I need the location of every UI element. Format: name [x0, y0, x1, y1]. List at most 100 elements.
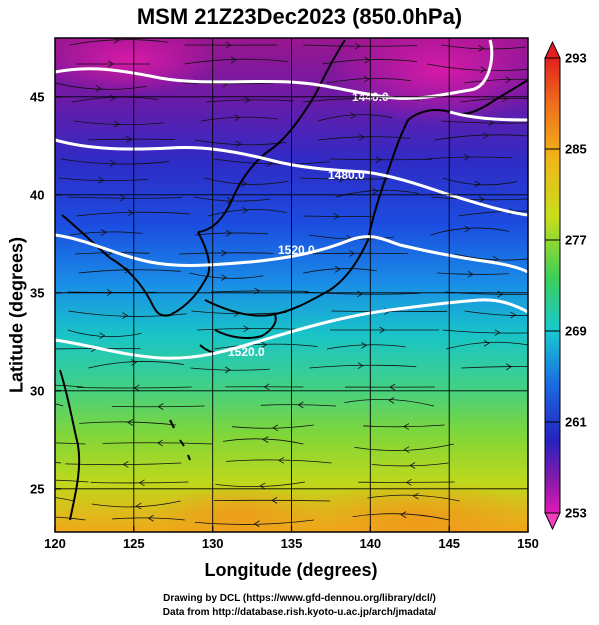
streamline-arrow: [17, 458, 22, 464]
streamline-arrow: [224, 366, 231, 374]
streamline-arrow: [133, 384, 140, 392]
streamline-arrow: [242, 207, 249, 214]
streamline-arrow: [147, 514, 154, 522]
credit-line-2: Data from http://database.rish.kyoto-u.a…: [162, 607, 437, 618]
streamline-arrow: [113, 120, 120, 128]
streamline-arrow: [480, 66, 487, 73]
graticule: [55, 38, 528, 532]
streamline-arrow: [98, 176, 105, 184]
colorbar-tick-label: 285: [565, 141, 587, 157]
y-tick-label: 35: [30, 285, 45, 301]
colorbar-tick-label: 269: [565, 323, 587, 339]
streamline: [213, 158, 331, 165]
streamline: [55, 462, 62, 464]
streamline: [55, 384, 84, 388]
coastlines: [59, 39, 528, 521]
streamline-arrow: [467, 270, 474, 278]
y-tick-label: 40: [30, 187, 45, 203]
streamline-arrow: [240, 180, 247, 187]
streamline: [184, 58, 289, 65]
streamline-arrow: [108, 60, 114, 68]
streamline: [352, 513, 450, 521]
streamline: [55, 497, 75, 502]
streamline-arrow: [478, 196, 485, 203]
colorbar-tick-label: 293: [565, 50, 587, 66]
streamline: [426, 63, 528, 71]
streamline: [194, 519, 314, 525]
streamline-arrow: [506, 363, 513, 371]
x-axis-label: Longitude (degrees): [204, 560, 378, 580]
streamline: [441, 44, 526, 50]
streamline-arrow: [259, 482, 266, 490]
streamline-arrow: [156, 439, 163, 447]
streamline-arrow: [388, 397, 395, 404]
streamline: [446, 341, 528, 350]
streamline: [55, 82, 148, 90]
streamline: [354, 443, 455, 451]
streamline-arrow: [27, 440, 32, 446]
streamline-arrow: [135, 502, 142, 510]
streamline: [55, 403, 64, 407]
streamline-arrow: [375, 156, 382, 163]
streamline-arrow: [361, 342, 368, 349]
streamline-arrow: [412, 492, 419, 500]
map-title: MSM 21Z23Dec2023 (850.0hPa): [136, 4, 463, 29]
streamline-arrow: [349, 250, 356, 257]
streamline-arrow: [42, 514, 47, 520]
streamline: [69, 39, 168, 46]
streamline-arrow: [99, 332, 106, 340]
streamline-arrow: [243, 325, 250, 333]
streamline-arrow: [127, 209, 134, 217]
colorbar-tick-label: 261: [565, 414, 587, 430]
streamline-arrow: [272, 424, 279, 432]
streamline: [464, 310, 528, 317]
x-tick-label: 140: [359, 536, 382, 551]
streamline-arrow: [225, 41, 232, 49]
streamline-arrow: [405, 478, 412, 486]
x-tick-label: 130: [201, 536, 224, 551]
streamline-arrow: [109, 94, 116, 102]
streamline-arrow: [124, 266, 131, 274]
streamline: [67, 329, 142, 338]
streamline-arrow: [230, 56, 237, 64]
streamline: [434, 134, 528, 141]
streamline: [215, 481, 306, 488]
streamline: [88, 361, 185, 369]
streamline-arrow: [483, 339, 490, 347]
streamline-arrow: [297, 401, 304, 409]
streamline-arrow: [357, 290, 364, 298]
streamline: [222, 438, 304, 445]
streamline-arrow: [122, 461, 129, 468]
streamline-arrow: [126, 419, 133, 426]
streamline-arrow: [403, 423, 410, 430]
streamline-arrow: [44, 382, 49, 388]
streamline: [326, 77, 411, 84]
streamline-arrow: [131, 359, 138, 366]
streamline-arrow: [403, 446, 410, 453]
streamline-arrow: [225, 229, 232, 237]
streamline: [464, 78, 528, 84]
contour-label-1520: 1520.0: [278, 243, 315, 257]
streamline-arrow: [488, 119, 495, 127]
streamline-arrow: [260, 341, 267, 349]
streamline-arrow: [358, 133, 365, 141]
streamline: [430, 227, 509, 236]
streamline-arrow: [235, 140, 242, 148]
colorbar-min-arrow: [544, 512, 561, 531]
streamline-arrow: [478, 45, 485, 52]
streamline: [189, 272, 264, 279]
streamline-arrow: [409, 462, 416, 469]
x-tick-label: 135: [280, 536, 303, 551]
streamline-arrow: [221, 274, 228, 281]
streamline: [460, 97, 528, 103]
streamline-arrow: [510, 311, 517, 319]
streamline: [367, 494, 460, 502]
streamline-arrow: [271, 497, 278, 504]
x-tick-label: 150: [517, 536, 539, 551]
streamline-arrow: [379, 326, 386, 334]
colorbar-tick-label: 253: [565, 505, 587, 521]
streamline-arrow: [464, 225, 471, 233]
streamline-arrow: [95, 85, 102, 92]
streamline-arrow: [109, 159, 116, 167]
